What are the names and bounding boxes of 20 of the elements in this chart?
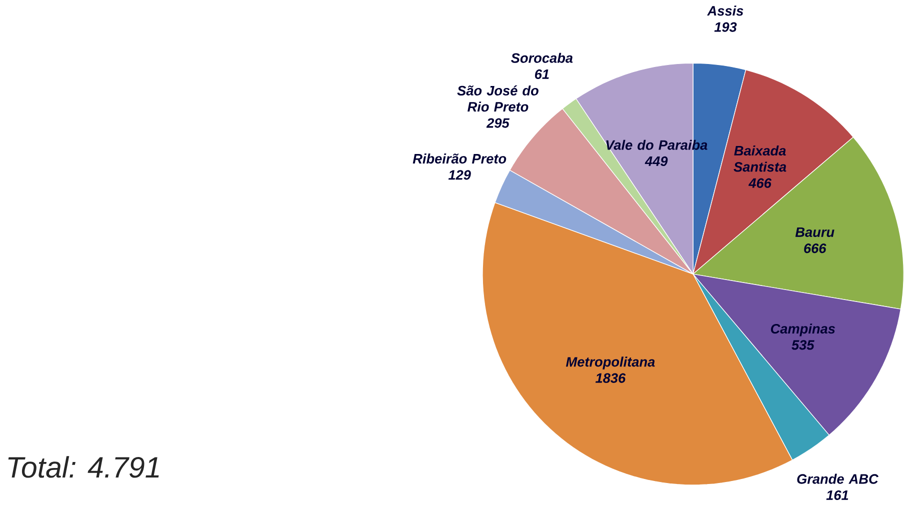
slice-label: Ribeirão Preto: [412, 154, 506, 164]
slice-label: Metropolitana: [566, 356, 655, 370]
slice-label: Sorocaba: [511, 52, 573, 64]
data-label: 129: [448, 170, 471, 180]
slice-label: Baixada Santista: [734, 146, 786, 172]
data-label: 535: [792, 340, 814, 350]
text: Total: 4.791: [8, 456, 159, 478]
data-label: 61: [535, 70, 549, 80]
slice-label: Bauru: [795, 228, 834, 238]
data-label: 295: [486, 118, 510, 128]
data-label: 466: [748, 178, 772, 188]
data-label: 161: [826, 490, 848, 500]
slice-label: Campinas: [770, 324, 835, 336]
data-label: 193: [714, 22, 737, 32]
data-label: 666: [804, 244, 826, 254]
slice-label: São José do Rio Preto: [457, 85, 538, 112]
slice-label: Assis: [707, 6, 744, 16]
slice-label: Grande ABC: [797, 474, 879, 484]
data-label: 449: [644, 156, 668, 166]
data-label: 1836: [596, 373, 626, 384]
